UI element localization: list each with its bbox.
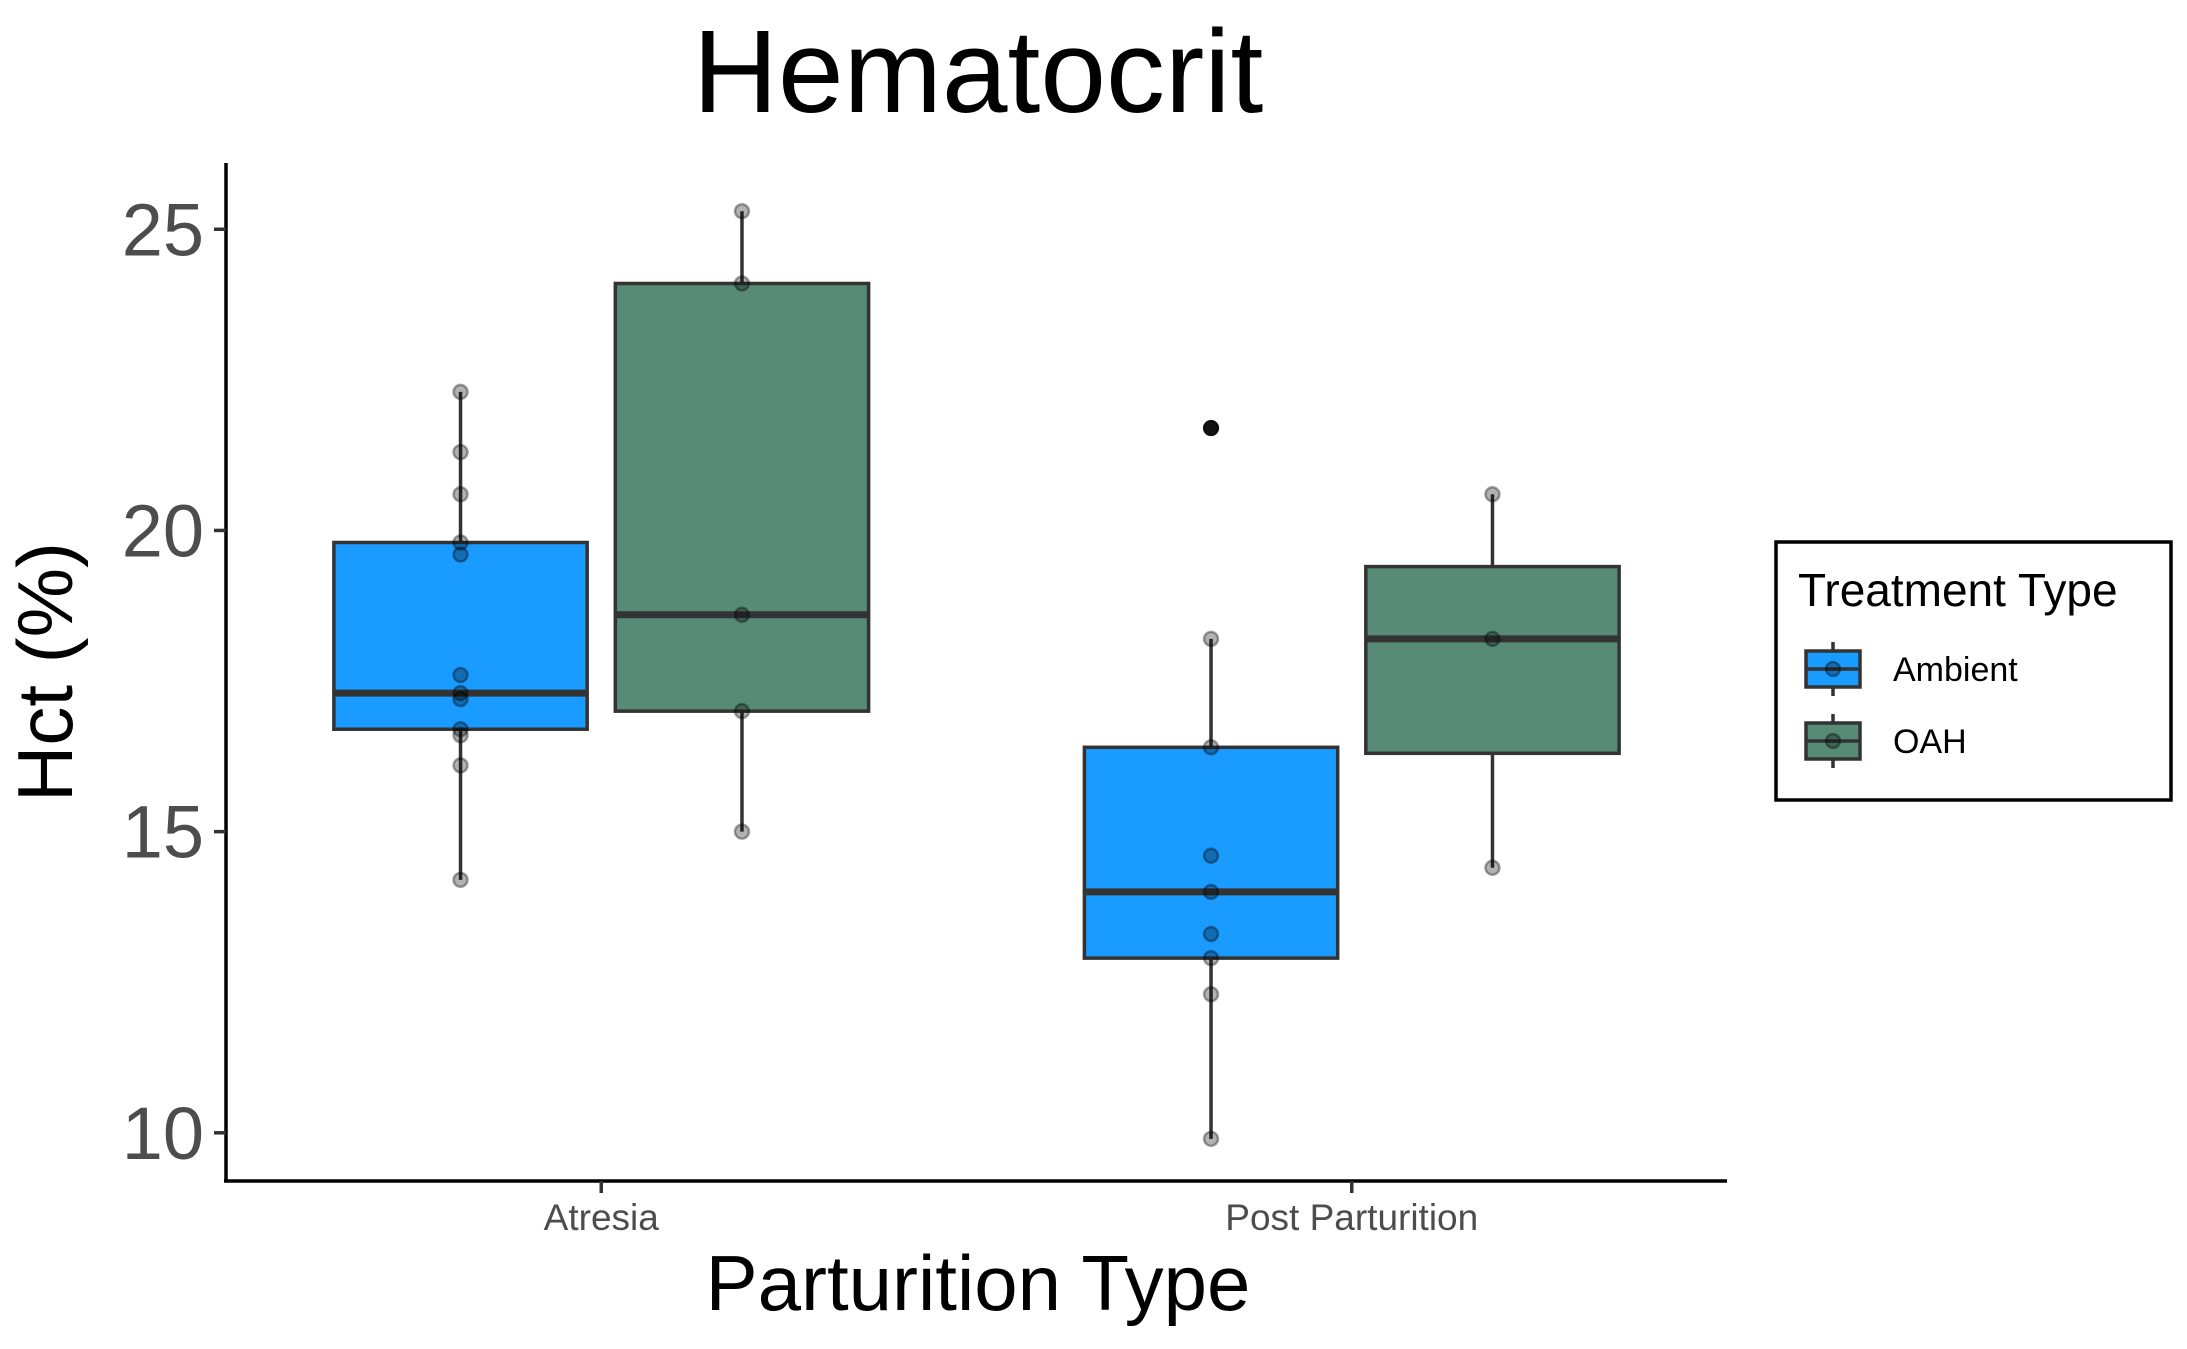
iqr-box <box>1082 745 1340 960</box>
data-point <box>733 606 751 624</box>
y-tick-label: 25 <box>122 188 204 271</box>
legend-title: Treatment Type <box>1798 564 2118 616</box>
data-point <box>1484 859 1501 877</box>
data-point <box>452 666 469 684</box>
box-oah-0 <box>613 202 871 840</box>
box-ambient-0 <box>332 383 589 889</box>
data-point <box>733 702 751 720</box>
data-point <box>1202 1130 1220 1148</box>
legend-key-point <box>1824 732 1842 750</box>
x-axis-title: Parturition Type <box>706 1239 1251 1327</box>
data-point <box>452 546 469 563</box>
data-point <box>452 757 469 774</box>
legend-label: Ambient <box>1893 651 2018 689</box>
x-tick-label: Atresia <box>544 1197 660 1238</box>
y-axis-ticks: 10 15 20 25 <box>122 188 226 1175</box>
data-point <box>733 202 751 220</box>
box-oah-1 <box>1364 486 1621 877</box>
data-point <box>452 383 469 401</box>
iqr-box <box>1364 564 1621 756</box>
data-point <box>1202 949 1220 967</box>
data-point <box>452 871 469 889</box>
data-point <box>1202 986 1220 1003</box>
iqr-box <box>613 281 871 713</box>
x-axis-ticks: Atresia Post Parturition <box>544 1181 1478 1238</box>
box-ambient-1 <box>1082 419 1340 1148</box>
data-point <box>452 726 469 744</box>
legend-item-ambient: Ambient <box>1804 642 2018 696</box>
data-point <box>452 720 469 738</box>
data-point <box>733 275 751 292</box>
chart-title: Hematocrit <box>693 6 1263 138</box>
y-tick-label: 10 <box>122 1092 204 1175</box>
data-point <box>452 534 469 551</box>
plot-marks <box>332 202 1621 1148</box>
y-tick-label: 15 <box>122 791 204 874</box>
data-point <box>452 684 469 702</box>
data-point <box>733 823 751 840</box>
data-point <box>452 690 469 708</box>
data-point <box>1202 419 1220 437</box>
outlier-point <box>1203 420 1220 437</box>
data-point <box>1484 630 1501 648</box>
data-point <box>1202 883 1220 901</box>
iqr-box <box>332 540 589 731</box>
data-point <box>1202 739 1220 756</box>
data-point <box>1202 847 1220 864</box>
y-axis-title: Hct (%) <box>1 542 89 802</box>
data-point <box>452 486 469 503</box>
data-point <box>452 443 469 461</box>
data-point <box>1484 486 1501 503</box>
x-tick-label: Post Parturition <box>1225 1197 1478 1238</box>
legend-key-point <box>1824 660 1842 678</box>
data-point <box>1202 630 1220 648</box>
y-tick-label: 20 <box>122 489 204 572</box>
legend-item-oah: OAH <box>1804 714 1967 768</box>
data-point <box>1202 925 1220 943</box>
legend: Treatment Type Ambient OAH <box>1774 540 2173 802</box>
legend-label: OAH <box>1893 723 1967 761</box>
